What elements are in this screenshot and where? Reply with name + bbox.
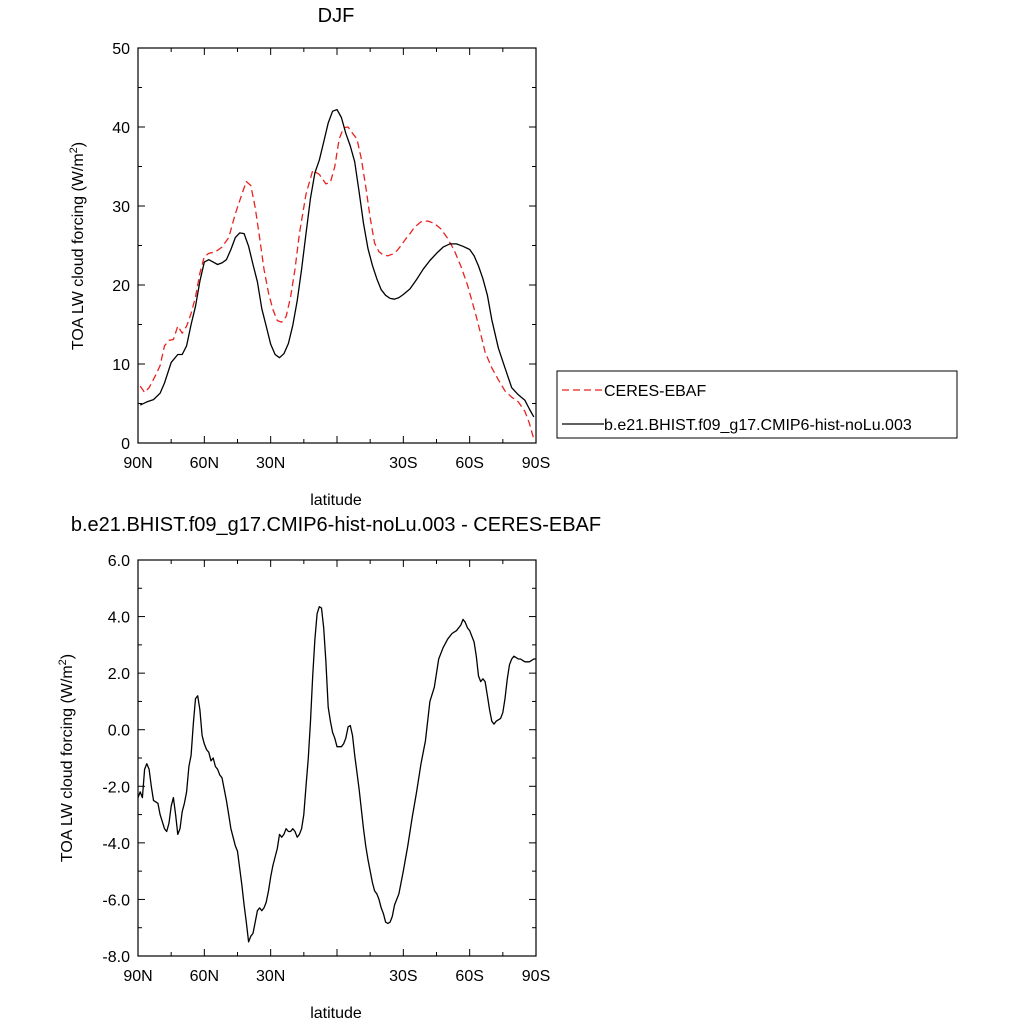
y-tick-label-djf: 20 <box>112 278 130 295</box>
y-tick-label-djf: 50 <box>112 41 130 58</box>
y-axis-title-djf-text: TOA LW cloud forcing (W/m <box>70 153 87 350</box>
y-axis-title-difference-text: TOA LW cloud forcing (W/m <box>59 665 76 862</box>
legend: CERES-EBAF b.e21.BHIST.f09_g17.CMIP6-his… <box>556 370 958 439</box>
chart-title-djf: DJF <box>318 5 355 27</box>
chart-title-difference: b.e21.BHIST.f09_g17.CMIP6-hist-noLu.003 … <box>71 514 601 536</box>
plot-frame-djf <box>137 47 537 444</box>
series-group-difference <box>137 606 536 943</box>
x-tick-label-djf: 60S <box>455 455 483 472</box>
x-tick-label-djf: 90S <box>522 455 550 472</box>
series-group-djf <box>139 108 535 440</box>
y-tick-label-djf: 10 <box>112 357 130 374</box>
legend-box <box>556 370 958 439</box>
x-tick-label-difference: 90S <box>522 968 550 985</box>
y-axis-title-difference: TOA LW cloud forcing (W/m2) <box>57 654 76 862</box>
ticks-djf: 90N 60N 30N 30S 60S 90S 0 10 20 30 40 50 <box>112 41 550 472</box>
x-tick-label-difference: 30S <box>389 968 417 985</box>
chart-difference: b.e21.BHIST.f09_g17.CMIP6-hist-noLu.003 … <box>57 514 601 1022</box>
series-line-djf-1 <box>139 108 535 418</box>
y-tick-label-difference: 0.0 <box>108 723 130 740</box>
ticks-difference: 90N 60N 30N 30S 60S 90S -8.0 -6.0 -4.0 -2.0 0.0 2.0… <box>102 553 550 985</box>
y-tick-label-difference: -6.0 <box>102 892 130 909</box>
x-tick-label-djf: 30N <box>256 455 285 472</box>
y-axis-title-difference-close: ) <box>59 654 76 659</box>
x-tick-label-djf: 60N <box>190 455 219 472</box>
y-tick-label-djf: 0 <box>121 436 130 453</box>
y-tick-label-djf: 40 <box>112 120 130 137</box>
y-tick-label-difference: 2.0 <box>108 666 130 683</box>
x-tick-label-djf: 30S <box>389 455 417 472</box>
x-tick-label-djf: 90N <box>123 455 152 472</box>
x-tick-label-difference: 60S <box>455 968 483 985</box>
y-axis-title-difference-sup: 2 <box>57 659 69 665</box>
x-tick-label-difference: 30N <box>256 968 285 985</box>
x-tick-label-difference: 60N <box>190 968 219 985</box>
series-line-difference-0 <box>137 606 536 943</box>
x-tick-label-difference: 90N <box>123 968 152 985</box>
series-line-djf-0 <box>139 126 535 440</box>
plot-frame-difference <box>137 559 537 957</box>
chart-djf: DJF 90N 60N 30N 30S 60S 90S 0 10 20 30 40 50 latitu… <box>68 5 958 509</box>
y-axis-title-djf: TOA LW cloud forcing (W/m2) <box>68 142 87 350</box>
y-tick-label-difference: 6.0 <box>108 553 130 570</box>
y-axis-title-djf-close: ) <box>70 142 87 147</box>
x-axis-title-difference: latitude <box>310 1005 362 1022</box>
legend-label-ceres: CERES-EBAF <box>604 383 706 400</box>
y-tick-label-difference: 4.0 <box>108 610 130 627</box>
y-axis-title-djf-sup: 2 <box>68 147 80 153</box>
y-tick-label-djf: 30 <box>112 199 130 216</box>
y-tick-label-difference: -4.0 <box>102 836 130 853</box>
x-axis-title-djf: latitude <box>310 492 362 509</box>
y-tick-label-difference: -8.0 <box>102 949 130 966</box>
legend-label-model: b.e21.BHIST.f09_g17.CMIP6-hist-noLu.003 <box>604 417 912 434</box>
y-tick-label-difference: -2.0 <box>102 779 130 796</box>
